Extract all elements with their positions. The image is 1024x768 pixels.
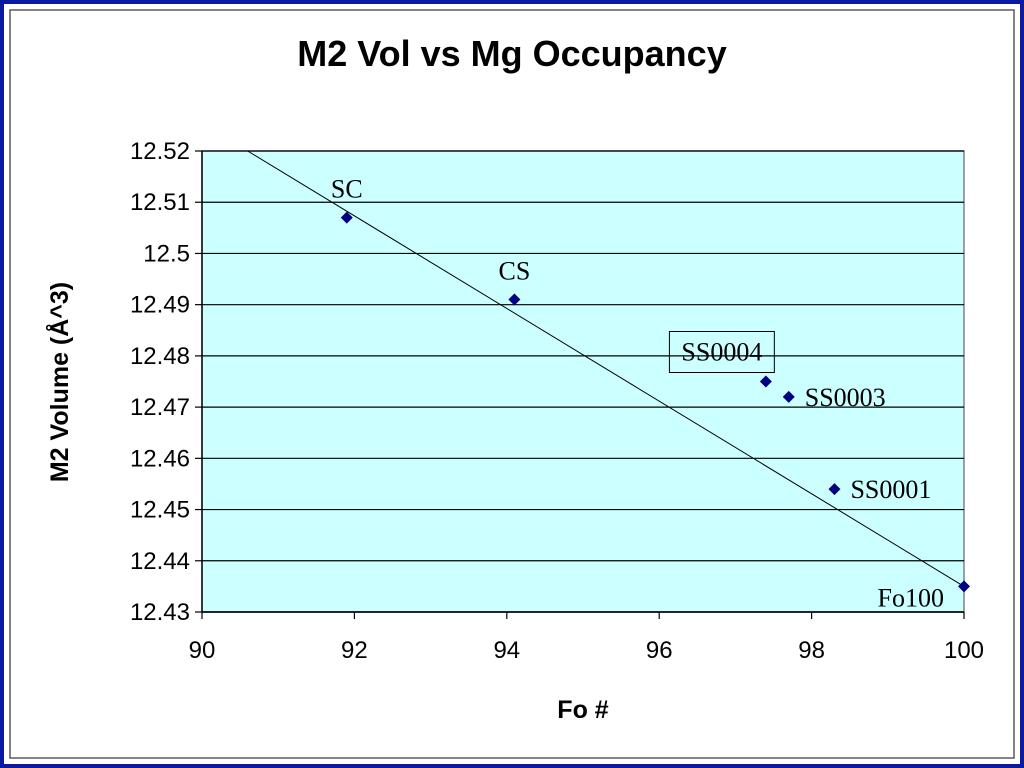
point-label: SC — [331, 175, 363, 204]
point-label: SS0004 — [681, 338, 762, 367]
x-tick-label: 100 — [944, 637, 984, 664]
y-tick-label: 12.47 — [130, 394, 190, 421]
point-label: Fo100 — [878, 583, 944, 612]
data-point — [508, 293, 521, 306]
data-point — [828, 483, 841, 496]
y-tick-label: 12.48 — [130, 343, 190, 370]
y-tick-label: 12.43 — [130, 599, 190, 626]
x-tick-label: 94 — [493, 637, 520, 664]
y-tick-label: 12.44 — [130, 548, 190, 575]
axes — [195, 150, 965, 619]
data-point — [759, 375, 772, 388]
point-labels: SC CS SS0004 SS0003 SS0001 Fo100 — [331, 175, 944, 613]
y-tick-label: 12.46 — [130, 445, 190, 472]
y-tick-label: 12.52 — [130, 138, 190, 165]
point-label: SS0001 — [850, 475, 931, 504]
x-axis-title: Fo # — [557, 696, 608, 724]
data-point — [340, 211, 353, 224]
trendline — [247, 150, 965, 587]
x-tick-label: 90 — [189, 637, 216, 664]
point-label: CS — [499, 257, 531, 286]
y-tick-label: 12.51 — [130, 189, 190, 216]
data-point — [958, 580, 970, 593]
y-tick-label: 12.49 — [130, 292, 190, 319]
plot-area — [201, 150, 965, 613]
x-tick-label: 92 — [341, 637, 368, 664]
x-tick-label: 96 — [646, 637, 673, 664]
chart-title: M2 Vol vs Mg Occupancy — [297, 33, 726, 74]
y-axis-title: M2 Volume (Å^3) — [45, 282, 74, 482]
label-box — [668, 331, 775, 373]
y-tick-label: 12.5 — [143, 240, 190, 267]
y-tick-label: 12.45 — [130, 497, 190, 524]
x-tick-label: 98 — [798, 637, 825, 664]
x-tick-labels: 90 92 94 96 98 100 — [189, 637, 984, 664]
point-label: SS0003 — [805, 383, 886, 412]
y-tick-labels: 12.52 12.51 12.5 12.49 12.48 12.47 12.46 12.45 1… — [130, 138, 190, 626]
data-points — [340, 211, 970, 593]
data-point — [782, 390, 795, 403]
